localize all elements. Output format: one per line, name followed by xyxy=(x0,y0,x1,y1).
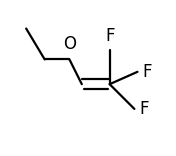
Text: F: F xyxy=(105,27,114,45)
Text: F: F xyxy=(142,63,152,81)
Text: F: F xyxy=(139,100,149,118)
Text: O: O xyxy=(63,35,76,53)
